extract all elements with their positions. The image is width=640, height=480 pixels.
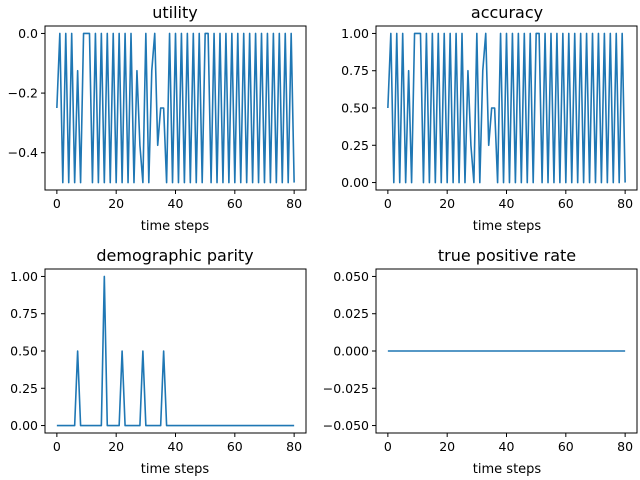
y-tick-label: 0.50 — [10, 344, 38, 359]
x-ticks: 0 20 40 60 80 — [53, 433, 302, 454]
series-line — [56, 32, 295, 184]
x-tick-label: 60 — [227, 196, 243, 211]
x-tick-label: 0 — [384, 439, 392, 454]
y-tick-label: 0.75 — [10, 306, 38, 321]
x-tick-label: 40 — [168, 439, 184, 454]
y-tick-label: −0.4 — [8, 145, 38, 160]
x-axis-label: time steps — [473, 219, 542, 234]
x-ticks: 0 20 40 60 80 — [384, 433, 633, 454]
series-line — [387, 32, 626, 184]
x-tick-label: 20 — [108, 439, 124, 454]
subplot-title: accuracy — [471, 3, 543, 22]
y-tick-label: 1.00 — [341, 26, 369, 41]
x-tick-label: 80 — [286, 439, 302, 454]
x-tick-label: 40 — [168, 196, 184, 211]
y-ticks: 0.00 0.25 0.50 0.75 1.00 — [341, 26, 376, 190]
x-tick-label: 80 — [617, 196, 633, 211]
x-ticks: 0 20 40 60 80 — [384, 190, 633, 211]
x-tick-label: 0 — [384, 196, 392, 211]
x-tick-label: 80 — [617, 439, 633, 454]
y-ticks: 0.00 0.25 0.50 0.75 1.00 — [10, 269, 45, 433]
subplot-true-positive-rate: true positive rate 0 20 40 60 80 0.0500.0250… — [323, 246, 638, 477]
y-tick-label: −0.025 — [323, 381, 369, 396]
x-axis-label: time steps — [473, 462, 542, 477]
x-tick-label: 60 — [558, 439, 574, 454]
y-tick-label: 0.00 — [10, 418, 38, 433]
y-tick-label: 0.50 — [341, 101, 369, 116]
x-axis-label: time steps — [141, 462, 210, 477]
x-tick-label: 60 — [558, 196, 574, 211]
y-ticks: 0.050 0.025 0.000 −0.025 −0.050 — [323, 269, 376, 433]
subplot-title: utility — [152, 3, 198, 22]
x-axis-label: time steps — [141, 219, 210, 234]
x-tick-label: 60 — [227, 439, 243, 454]
y-tick-label: 0.025 — [333, 306, 369, 321]
subplot-title: demographic parity — [96, 246, 253, 265]
x-tick-label: 0 — [53, 196, 61, 211]
x-tick-label: 40 — [499, 439, 515, 454]
y-ticks: 0.0 −0.2 −0.4 — [8, 26, 45, 160]
subplot-utility: utility 0 20 40 60 80 0.0 −0.2 −0.4 time steps — [8, 3, 307, 234]
y-tick-label: 0.00 — [341, 175, 369, 190]
x-tick-label: 0 — [53, 439, 61, 454]
x-tick-label: 20 — [439, 196, 455, 211]
subplot-demographic-parity: demographic parity 0 20 40 60 80 0.00 0.25 0.5… — [10, 246, 307, 477]
subplot-title: true positive rate — [438, 246, 576, 265]
series-line — [56, 275, 295, 427]
x-ticks: 0 20 40 60 80 — [53, 190, 302, 211]
y-tick-label: 0.050 — [333, 269, 369, 284]
y-tick-label: 0.0 — [18, 26, 38, 41]
y-tick-label: 0.75 — [341, 63, 369, 78]
y-tick-label: 0.25 — [341, 138, 369, 153]
x-tick-label: 20 — [439, 439, 455, 454]
y-tick-label: 1.00 — [10, 269, 38, 284]
y-tick-label: 0.000 — [333, 344, 369, 359]
y-tick-label: −0.050 — [323, 418, 369, 433]
x-tick-label: 20 — [108, 196, 124, 211]
y-tick-label: −0.2 — [8, 86, 38, 101]
x-tick-label: 40 — [499, 196, 515, 211]
subplot-accuracy: accuracy 0 20 40 60 80 0.000.250.500.751.00 … — [341, 3, 638, 234]
y-tick-label: 0.25 — [10, 381, 38, 396]
x-tick-label: 80 — [286, 196, 302, 211]
